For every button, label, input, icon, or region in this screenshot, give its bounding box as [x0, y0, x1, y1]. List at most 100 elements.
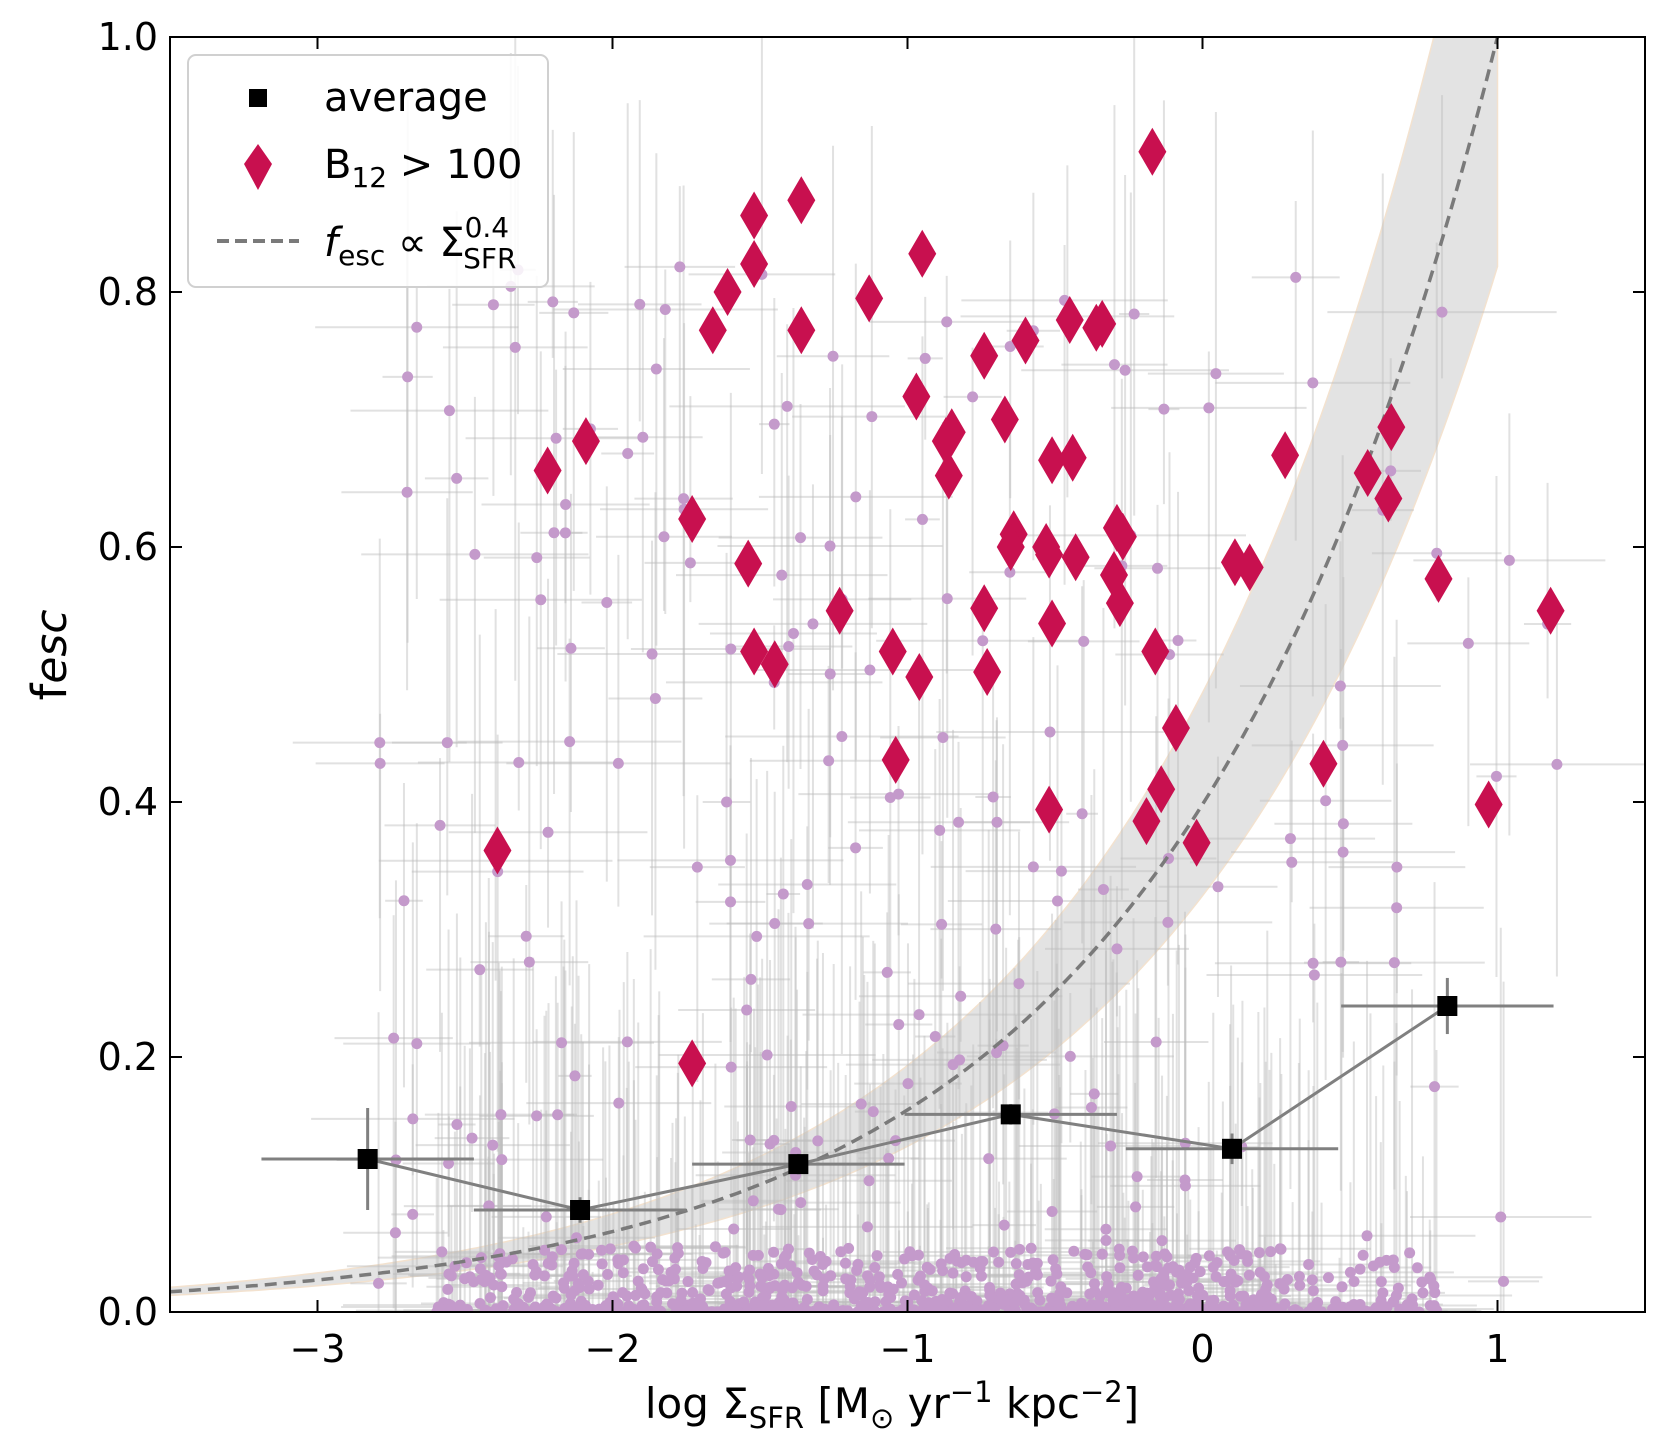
scatter-point	[576, 1306, 588, 1312]
scatter-point	[744, 1134, 756, 1146]
b12-point	[1424, 554, 1453, 603]
b12-point	[1161, 704, 1190, 753]
scatter-point	[612, 1258, 624, 1270]
scatter-point	[1053, 1298, 1065, 1310]
scatter-point	[488, 1306, 500, 1312]
scatter-point	[1097, 883, 1109, 895]
scatter-point	[755, 1280, 767, 1292]
b12-point	[934, 451, 963, 500]
b12-point	[740, 239, 769, 288]
scatter-point	[1503, 554, 1515, 566]
scatter-point	[1354, 1263, 1366, 1275]
x-axis-label-main: log Σ	[645, 1379, 749, 1428]
scatter-point	[1113, 1243, 1125, 1255]
scatter-point	[987, 791, 999, 803]
x-tick-label: −2	[584, 1327, 640, 1371]
scatter-point	[914, 1306, 926, 1312]
b12-point	[713, 268, 742, 316]
scatter-point	[1221, 1246, 1233, 1258]
x-tick-label: −3	[289, 1327, 345, 1371]
scatter-point	[1010, 1258, 1022, 1270]
scatter-point	[820, 1255, 832, 1267]
x-axis-label-kpc: kpc	[993, 1379, 1080, 1428]
scatter-point	[559, 527, 571, 539]
scatter-point	[550, 432, 562, 444]
b12-point	[1038, 436, 1067, 485]
legend-b12-label-rest: > 100	[387, 142, 522, 188]
b12-point	[1536, 586, 1565, 635]
scatter-point	[852, 1258, 864, 1270]
scatter-point	[893, 1019, 905, 1031]
scatter-point	[564, 736, 576, 748]
b12-point	[1035, 785, 1064, 834]
legend-fit-label-sup: 0.4	[465, 211, 510, 244]
scatter-point	[914, 1270, 926, 1282]
scatter-point	[1367, 1260, 1379, 1272]
scatter-point	[1224, 1285, 1236, 1297]
scatter-point	[873, 1271, 885, 1283]
x-axis-label-unit-open: [M	[804, 1379, 870, 1428]
scatter-point	[944, 1253, 956, 1265]
scatter-point	[443, 405, 455, 417]
scatter-point	[1173, 1264, 1185, 1276]
scatter-point	[451, 472, 463, 484]
scatter-point	[374, 757, 386, 769]
scatter-point	[1020, 1275, 1032, 1287]
scatter-point	[645, 1241, 657, 1253]
scatter-point	[965, 1290, 977, 1302]
scatter-point	[791, 1267, 803, 1279]
scatter-point	[540, 1304, 552, 1312]
scatter-point	[745, 973, 757, 985]
scatter-point	[795, 1197, 807, 1209]
legend-b12-label: B12 > 100	[324, 142, 522, 194]
b12-point	[937, 408, 966, 457]
scatter-point	[523, 956, 535, 968]
b12-point	[760, 640, 789, 689]
scatter-point	[1387, 1254, 1399, 1266]
scatter-point	[542, 1258, 554, 1270]
scatter-point	[725, 643, 737, 655]
scatter-point	[1275, 1243, 1287, 1255]
average-point	[1222, 1138, 1242, 1159]
scatter-point	[432, 1301, 444, 1312]
scatter-point	[934, 824, 946, 836]
scatter-point	[1183, 1285, 1195, 1297]
scatter-point	[1100, 1223, 1112, 1235]
scatter-point	[401, 486, 413, 498]
b12-point	[1055, 296, 1084, 345]
scatter-point	[977, 635, 989, 647]
scatter-point	[776, 569, 788, 581]
b12-point	[970, 584, 999, 633]
scatter-point	[678, 1305, 690, 1312]
scatter-point	[474, 964, 486, 976]
scatter-point	[785, 1100, 797, 1112]
b12-point	[1058, 433, 1087, 482]
scatter-point	[398, 895, 410, 907]
scatter-point	[651, 1296, 663, 1308]
scatter-point	[567, 1270, 579, 1282]
b12-point	[787, 306, 816, 355]
scatter-point	[1046, 1205, 1058, 1217]
scatter-point	[388, 1032, 400, 1044]
scatter-point	[1004, 566, 1016, 578]
scatter-point	[373, 1277, 385, 1289]
b12-point	[1035, 530, 1064, 579]
scatter-point	[1394, 1303, 1406, 1312]
scatter-point	[723, 1265, 735, 1277]
scatter-point	[783, 640, 795, 652]
scatter-point	[1413, 1306, 1425, 1312]
scatter-point	[1159, 1248, 1171, 1260]
scatter-point	[825, 1270, 837, 1282]
scatter-point	[1084, 1305, 1096, 1312]
scatter-point	[1119, 364, 1131, 376]
b12-point	[1141, 627, 1170, 676]
scatter-point	[1293, 1271, 1305, 1283]
scatter-point	[1122, 1295, 1134, 1307]
scatter-point	[1375, 1276, 1387, 1288]
scatter-point	[1137, 1286, 1149, 1298]
scatter-point	[776, 1284, 788, 1296]
scatter-point	[1128, 308, 1140, 320]
scatter-point	[941, 593, 953, 605]
scatter-point	[1348, 1275, 1360, 1287]
scatter-point	[883, 1152, 895, 1164]
